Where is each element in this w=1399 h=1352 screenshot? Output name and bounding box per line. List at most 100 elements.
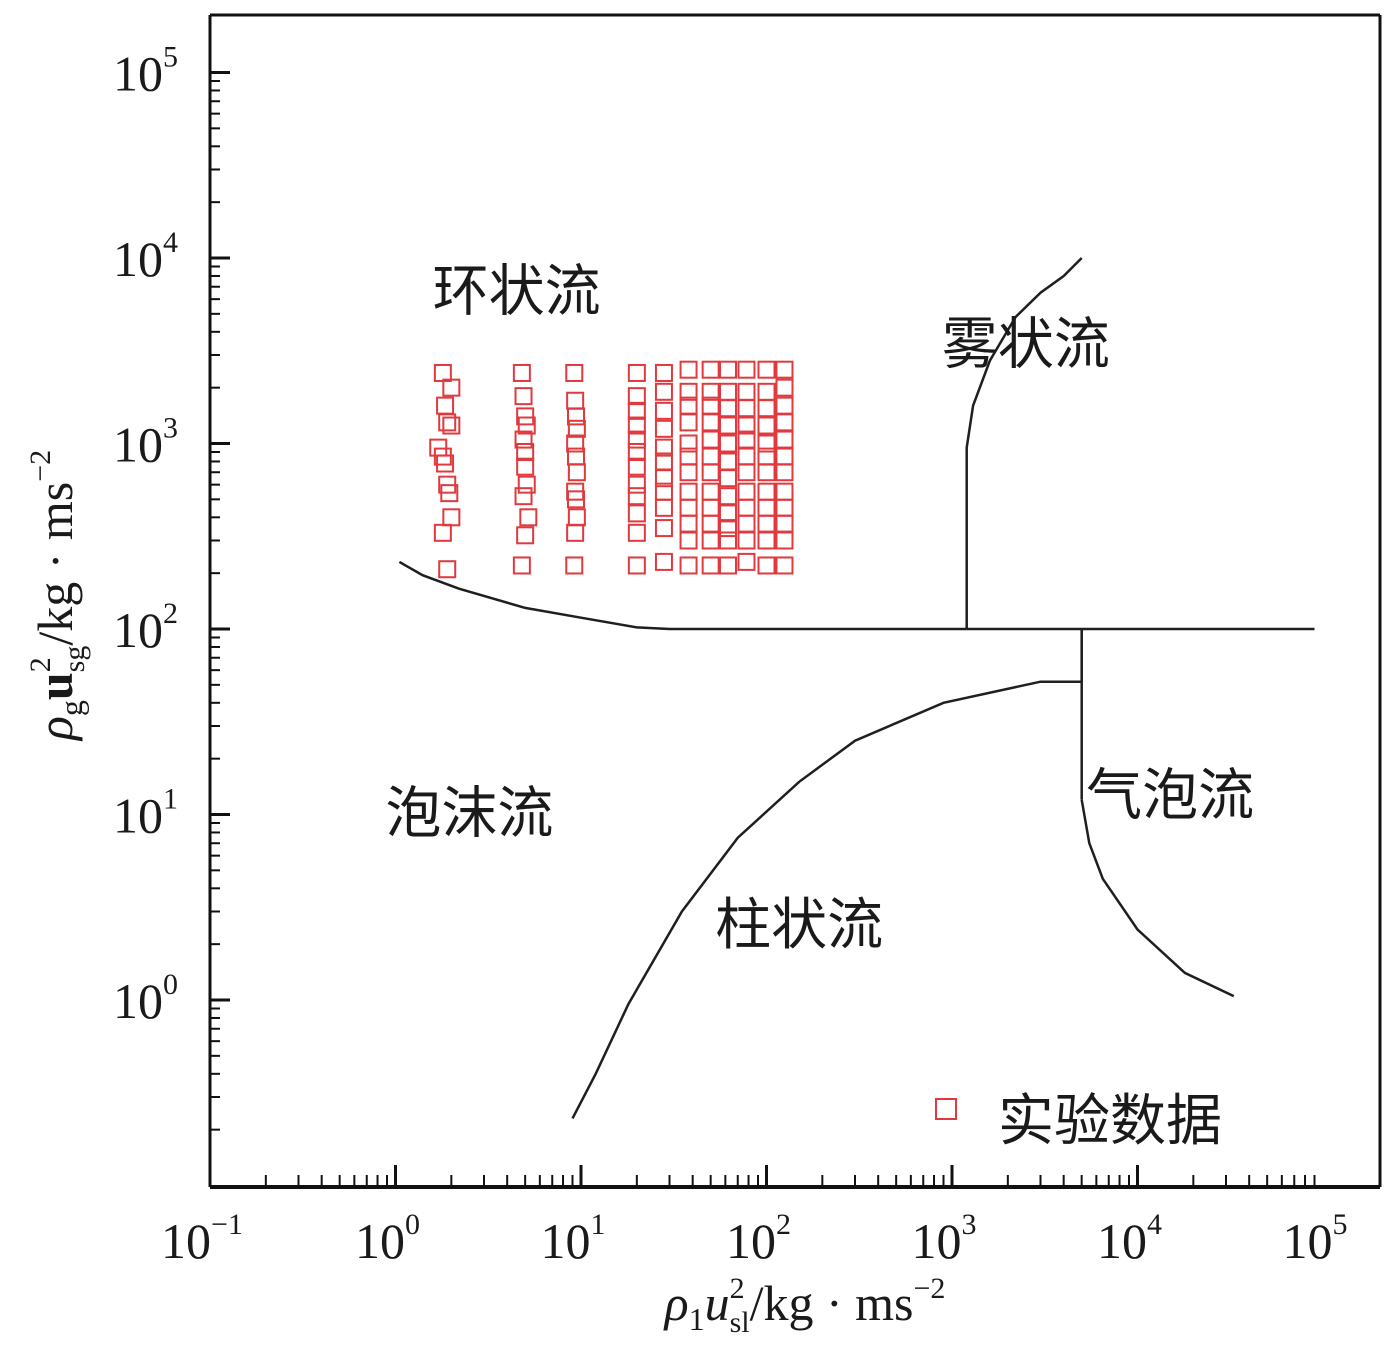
data-point: [775, 378, 794, 397]
x-tick-label-base: 10: [541, 1213, 591, 1269]
data-point: [775, 498, 794, 517]
x-axis-title: ρ1u2 sl/kg · ms−2: [663, 1272, 946, 1339]
data-point: [679, 434, 698, 453]
data-point: [519, 508, 538, 527]
data-point: [514, 430, 533, 449]
data-point: [718, 416, 737, 435]
data-point: [737, 416, 756, 435]
data-point: [679, 556, 698, 575]
x-tick-label: 104: [1097, 1208, 1162, 1269]
data-point: [512, 556, 531, 575]
boundary-slug-froth: [571, 680, 1082, 1119]
data-point: [436, 454, 455, 473]
data-point: [433, 523, 452, 542]
x-tick-label: 100: [355, 1208, 420, 1269]
data-point: [737, 498, 756, 517]
data-point: [567, 419, 586, 438]
data-point: [775, 396, 794, 415]
data-point: [654, 498, 673, 517]
boundary-mist-upper: [965, 257, 1083, 629]
data-point: [701, 531, 720, 550]
data-point: [718, 487, 737, 506]
data-point: [701, 498, 720, 517]
data-point: [718, 399, 737, 418]
y-tick-label: 100: [113, 968, 178, 1029]
data-point: [701, 514, 720, 533]
data-point: [701, 413, 720, 432]
data-point: [757, 531, 776, 550]
data-point: [567, 508, 586, 527]
y-axis-title: ρgu2sg/kg · ms−2: [24, 450, 91, 742]
data-point: [627, 430, 646, 449]
y-tick-label-base: 10: [113, 417, 163, 473]
y-tick-label-exp: 5: [163, 41, 178, 74]
y-tick-label-exp: 1: [163, 783, 178, 816]
data-point: [514, 487, 533, 506]
data-point: [718, 434, 737, 453]
data-point: [679, 413, 698, 432]
data-point: [679, 382, 698, 401]
data-point: [565, 556, 584, 575]
x-axis-rho: ρ: [663, 1275, 689, 1331]
data-point: [679, 360, 698, 379]
data-point: [517, 416, 536, 435]
ticks: [208, 71, 1316, 1187]
y-tick-label-base: 10: [113, 46, 163, 102]
data-point: [718, 504, 737, 523]
data-point: [627, 387, 646, 406]
data-point: [433, 363, 452, 382]
data-point: [567, 490, 586, 509]
data-point: [737, 552, 756, 571]
region-label-slug: 柱状流: [715, 893, 883, 958]
data-point: [654, 382, 673, 401]
data-point: [566, 391, 585, 410]
y-axis-u-sup: 2: [24, 657, 57, 672]
data-point: [516, 457, 535, 476]
x-axis-unit: /kg · ms: [750, 1275, 914, 1331]
y-tick-label: 104: [113, 226, 178, 287]
data-point: [718, 519, 737, 538]
data-point: [440, 484, 459, 503]
data-point: [566, 434, 585, 453]
regime-boundaries: [398, 257, 1315, 1119]
boundary-annular-froth: [398, 560, 967, 631]
data-point: [757, 434, 776, 453]
x-axis-rho-sub: 1: [689, 1301, 705, 1337]
x-tick-label-base: 10: [726, 1213, 776, 1269]
data-point: [775, 514, 794, 533]
data-point: [718, 452, 737, 471]
y-tick-label-base: 10: [113, 973, 163, 1029]
y-tick-label-exp: 4: [163, 226, 178, 259]
data-point: [737, 531, 756, 550]
x-tick-label-base: 10: [912, 1213, 962, 1269]
data-point: [757, 399, 776, 418]
data-point: [654, 438, 673, 457]
data-point: [627, 475, 646, 494]
data-point: [737, 482, 756, 501]
data-point: [438, 560, 457, 579]
data-point: [566, 523, 585, 542]
data-point: [627, 457, 646, 476]
data-point: [516, 442, 535, 461]
data-point: [757, 482, 776, 501]
data-point: [757, 498, 776, 517]
x-tick-label-exp: 2: [776, 1208, 791, 1241]
y-tick-label: 102: [113, 597, 178, 658]
data-point: [701, 447, 720, 466]
data-point: [517, 475, 536, 494]
x-axis-u-sub: sl: [730, 1306, 750, 1339]
data-point: [442, 508, 461, 527]
region-label-froth: 泡沫流: [385, 781, 553, 846]
x-tick-label-exp: 0: [405, 1208, 420, 1241]
data-point: [757, 360, 776, 379]
data-point: [627, 523, 646, 542]
y-tick-label-base: 10: [113, 788, 163, 844]
data-point: [775, 463, 794, 482]
y-axis-u: u: [27, 672, 83, 700]
x-tick-label-exp: 4: [1147, 1208, 1162, 1241]
data-point: [718, 360, 737, 379]
x-tick-label-base: 10: [161, 1213, 211, 1269]
x-tick-label: 103: [912, 1208, 977, 1269]
